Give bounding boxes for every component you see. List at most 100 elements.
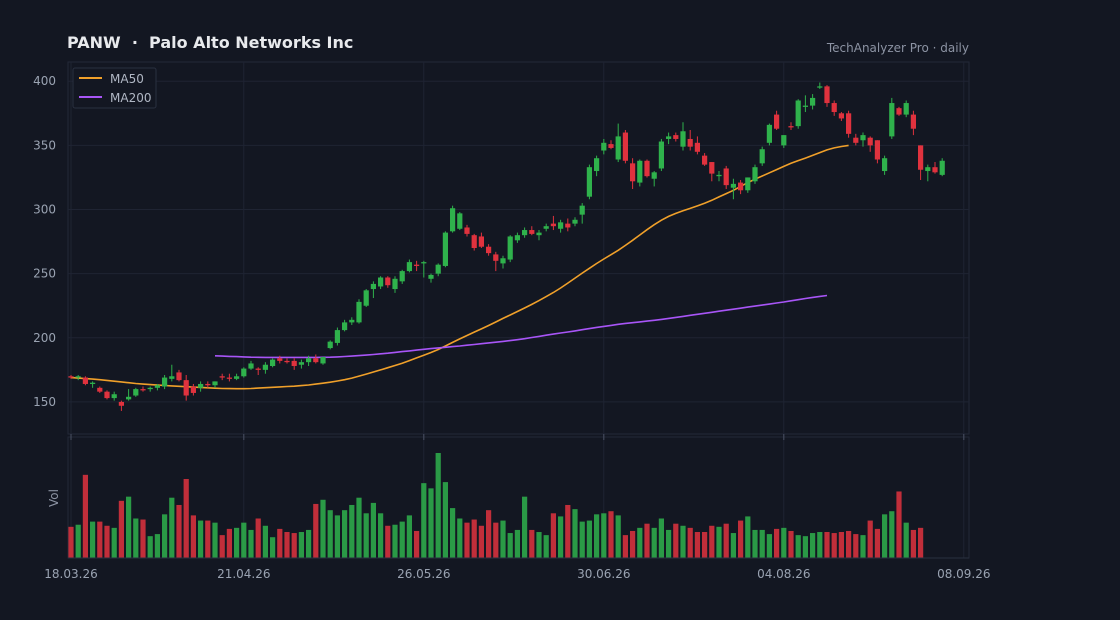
candle[interactable]	[565, 218, 571, 232]
volume-bar[interactable]	[694, 532, 700, 558]
volume-bar[interactable]	[97, 521, 103, 558]
candle[interactable]	[414, 260, 420, 272]
volume-bar[interactable]	[896, 491, 902, 558]
volume-bar[interactable]	[406, 515, 412, 558]
candle[interactable]	[630, 158, 636, 189]
candle[interactable]	[111, 391, 117, 401]
candle[interactable]	[745, 177, 751, 193]
candle[interactable]	[378, 276, 384, 290]
volume-bar[interactable]	[759, 529, 765, 558]
candle[interactable]	[579, 203, 585, 224]
candle[interactable]	[694, 136, 700, 155]
volume-bar[interactable]	[126, 496, 132, 558]
candle[interactable]	[176, 369, 182, 382]
candle[interactable]	[608, 140, 614, 150]
volume-bar[interactable]	[572, 509, 578, 558]
candle[interactable]	[536, 230, 542, 241]
candle[interactable]	[435, 263, 441, 277]
volume-bar[interactable]	[514, 529, 520, 558]
candle[interactable]	[802, 95, 808, 113]
volume-bar[interactable]	[601, 513, 607, 558]
candle[interactable]	[421, 260, 427, 278]
candle[interactable]	[817, 82, 823, 89]
candle[interactable]	[752, 164, 758, 184]
volume-bar[interactable]	[154, 534, 160, 558]
volume-bar[interactable]	[730, 533, 736, 558]
volume-bar[interactable]	[111, 527, 117, 558]
volume-bar[interactable]	[442, 482, 448, 558]
volume-bar[interactable]	[471, 519, 477, 558]
candle[interactable]	[687, 129, 693, 151]
volume-bar[interactable]	[457, 518, 463, 558]
volume-bar[interactable]	[788, 530, 794, 558]
candle[interactable]	[133, 387, 139, 397]
volume-bar[interactable]	[702, 532, 708, 558]
volume-bar[interactable]	[248, 529, 254, 558]
candle[interactable]	[392, 276, 398, 293]
volume-bar[interactable]	[831, 533, 837, 558]
volume-bar[interactable]	[90, 521, 96, 558]
volume-bars[interactable]	[68, 453, 924, 558]
candle[interactable]	[140, 386, 146, 392]
volume-bar[interactable]	[421, 483, 427, 558]
volume-bar[interactable]	[190, 515, 196, 558]
candle[interactable]	[716, 171, 722, 182]
volume-bar[interactable]	[226, 528, 232, 558]
candle[interactable]	[500, 255, 506, 269]
candle[interactable]	[673, 132, 679, 142]
volume-bar[interactable]	[435, 453, 441, 558]
candle[interactable]	[666, 132, 672, 145]
volume-bar[interactable]	[205, 520, 211, 558]
candle[interactable]	[363, 289, 369, 308]
volume-bar[interactable]	[766, 534, 772, 558]
volume-bar[interactable]	[241, 522, 247, 558]
candle[interactable]	[910, 110, 916, 136]
volume-bar[interactable]	[378, 513, 384, 558]
candle[interactable]	[68, 374, 74, 379]
candle[interactable]	[853, 133, 859, 146]
volume-bar[interactable]	[860, 535, 866, 558]
volume-bar[interactable]	[903, 522, 909, 558]
volume-bar[interactable]	[414, 530, 420, 558]
volume-bar[interactable]	[478, 525, 484, 558]
volume-bar[interactable]	[262, 525, 268, 558]
candle[interactable]	[918, 145, 924, 181]
candle[interactable]	[270, 358, 276, 368]
candle[interactable]	[824, 85, 830, 107]
volume-bar[interactable]	[608, 511, 614, 558]
volume-bar[interactable]	[342, 510, 348, 558]
candle[interactable]	[680, 122, 686, 151]
volume-bar[interactable]	[334, 515, 340, 558]
volume-bar[interactable]	[558, 516, 564, 558]
candle[interactable]	[774, 110, 780, 130]
volume-bar[interactable]	[781, 527, 787, 558]
volume-bar[interactable]	[313, 503, 319, 558]
volume-bar[interactable]	[140, 519, 146, 558]
candle[interactable]	[896, 106, 902, 116]
candle[interactable]	[781, 135, 787, 148]
volume-bar[interactable]	[399, 521, 405, 558]
volume-bar[interactable]	[536, 532, 542, 558]
volume-bar[interactable]	[709, 525, 715, 558]
candle[interactable]	[104, 390, 110, 400]
volume-bar[interactable]	[802, 536, 808, 558]
volume-bar[interactable]	[169, 497, 175, 558]
candle[interactable]	[320, 357, 326, 365]
volume-bar[interactable]	[176, 504, 182, 558]
volume-bar[interactable]	[500, 520, 506, 558]
candle[interactable]	[90, 381, 96, 388]
volume-bar[interactable]	[622, 535, 628, 558]
candlesticks[interactable]	[68, 82, 945, 411]
volume-bar[interactable]	[586, 520, 592, 558]
volume-bar[interactable]	[853, 534, 859, 558]
candle[interactable]	[406, 259, 412, 273]
volume-bar[interactable]	[147, 536, 153, 558]
volume-bar[interactable]	[183, 478, 189, 558]
volume-bar[interactable]	[910, 529, 916, 558]
candle[interactable]	[334, 327, 340, 346]
candle[interactable]	[291, 358, 297, 370]
candle[interactable]	[255, 367, 261, 375]
candle[interactable]	[478, 232, 484, 248]
volume-bar[interactable]	[716, 526, 722, 558]
volume-bar[interactable]	[385, 525, 391, 558]
